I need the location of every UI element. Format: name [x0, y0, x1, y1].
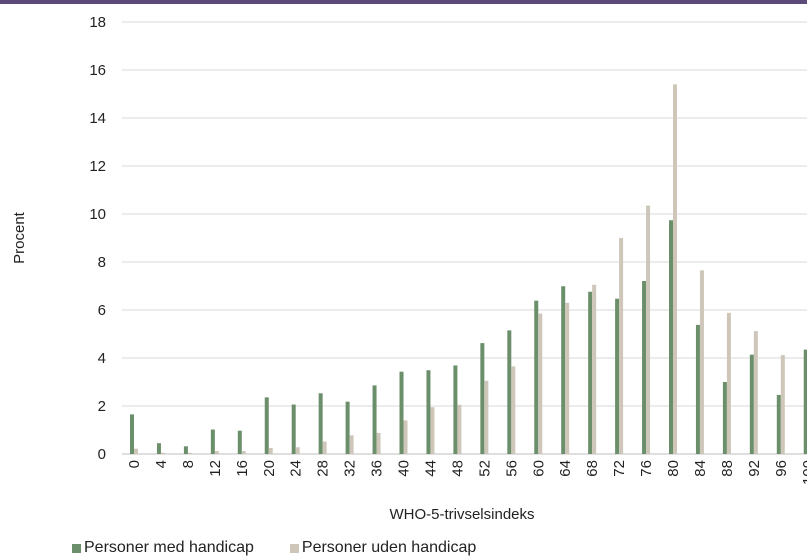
y-tick-label: 16 — [89, 62, 106, 79]
y-tick-label: 14 — [89, 110, 106, 127]
y-axis-title: Procent — [11, 211, 28, 264]
x-tick-label: 76 — [638, 460, 655, 477]
bar-uden-handicap — [295, 447, 300, 454]
bar-uden-handicap — [484, 380, 489, 454]
bar-uden-handicap — [592, 284, 597, 454]
x-tick-label: 68 — [584, 460, 601, 477]
bar-uden-handicap — [753, 331, 758, 454]
y-tick-label: 18 — [89, 14, 106, 31]
y-tick-label: 8 — [98, 254, 106, 271]
bar-uden-handicap — [134, 448, 138, 454]
bar-med-handicap — [588, 291, 593, 454]
legend-item-uden-handicap: Personer uden handicap — [289, 539, 477, 557]
x-tick-label: 48 — [449, 460, 466, 477]
x-tick-label: 80 — [665, 460, 682, 477]
bar-med-handicap — [749, 354, 754, 454]
bar-med-handicap — [130, 414, 134, 454]
bar-med-handicap — [695, 324, 700, 454]
bar-med-handicap — [669, 220, 673, 454]
bar-med-handicap — [776, 394, 781, 454]
x-tick-label: 4 — [153, 460, 170, 468]
legend-label-med-handicap: Personer med handicap — [84, 539, 254, 556]
legend-swatch-uden-handicap — [289, 543, 299, 553]
bar-med-handicap — [237, 430, 242, 454]
bar-uden-handicap — [457, 404, 462, 454]
bar-uden-handicap — [565, 302, 570, 454]
x-tick-label: 28 — [315, 460, 332, 477]
x-tick-label: 72 — [611, 460, 628, 477]
bar-uden-handicap — [511, 366, 516, 454]
bar-uden-handicap — [726, 312, 731, 454]
x-tick-label: 12 — [207, 460, 224, 477]
bar-med-handicap — [372, 385, 377, 454]
bar-uden-handicap — [187, 452, 192, 454]
bar-uden-handicap — [699, 270, 704, 454]
bar-uden-handicap — [160, 452, 165, 454]
y-tick-label: 2 — [98, 398, 106, 415]
bar-uden-handicap — [673, 84, 677, 455]
x-tick-label: 96 — [773, 460, 790, 477]
bar-med-handicap — [264, 397, 269, 454]
x-tick-label: 36 — [369, 460, 386, 477]
bar-med-handicap — [426, 370, 431, 454]
bar-uden-handicap — [646, 205, 651, 454]
bar-med-handicap — [453, 365, 458, 454]
bar-uden-handicap — [268, 448, 273, 454]
bar-med-handicap — [318, 393, 323, 454]
x-tick-label: 52 — [476, 460, 493, 477]
legend-item-med-handicap: Personer med handicap — [72, 539, 254, 557]
y-tick-label: 12 — [89, 158, 106, 175]
bar-med-handicap — [480, 343, 485, 454]
x-axis-title: WHO-5-trivselsindeks — [389, 506, 534, 523]
x-tick-label: 32 — [342, 460, 359, 477]
x-tick-label: 56 — [503, 460, 520, 477]
bar-med-handicap — [291, 404, 296, 454]
x-tick-label: 100 — [800, 460, 807, 485]
x-tick-label: 88 — [719, 460, 736, 477]
x-tick-label: 44 — [422, 460, 439, 477]
bar-med-handicap — [210, 429, 215, 454]
bar-med-handicap — [534, 300, 539, 454]
y-tick-label: 0 — [98, 446, 106, 463]
bar-uden-handicap — [241, 451, 246, 454]
legend: Personer med handicap Personer uden hand… — [72, 539, 512, 557]
x-tick-label: 16 — [234, 460, 251, 477]
x-tick-label: 24 — [288, 460, 305, 477]
bar-med-handicap — [156, 443, 161, 454]
bar-uden-handicap — [214, 451, 219, 454]
x-tick-label: 40 — [396, 460, 413, 477]
bar-uden-handicap — [430, 407, 435, 454]
bar-uden-handicap — [780, 355, 785, 454]
y-tick-label: 10 — [89, 206, 106, 223]
bar-med-handicap — [507, 330, 512, 454]
x-tick-label: 8 — [180, 460, 197, 468]
x-tick-label: 84 — [692, 460, 709, 477]
x-tick-label: 60 — [530, 460, 547, 477]
bar-uden-handicap — [538, 313, 543, 454]
x-tick-label: 20 — [261, 460, 278, 477]
x-tick-label: 64 — [557, 460, 574, 477]
x-tick-label: 92 — [746, 460, 763, 477]
x-tick-label: 0 — [126, 460, 143, 468]
bar-uden-handicap — [619, 238, 624, 454]
legend-label-uden-handicap: Personer uden handicap — [301, 539, 477, 556]
bar-uden-handicap — [349, 435, 354, 454]
bar-med-handicap — [345, 401, 350, 454]
bar-med-handicap — [642, 280, 647, 454]
y-tick-label: 6 — [98, 302, 106, 319]
bar-uden-handicap — [403, 420, 408, 454]
y-tick-label: 4 — [98, 350, 106, 367]
bar-med-handicap — [615, 298, 620, 454]
top-rule — [0, 0, 807, 4]
bar-med-handicap — [803, 349, 807, 454]
legend-swatch-med-handicap — [72, 543, 81, 553]
bar-uden-handicap — [376, 432, 381, 454]
bar-med-handicap — [722, 382, 727, 454]
bar-uden-handicap — [322, 441, 327, 454]
bar-med-handicap — [399, 371, 404, 454]
bar-med-handicap — [183, 446, 188, 454]
bar-med-handicap — [561, 286, 566, 454]
